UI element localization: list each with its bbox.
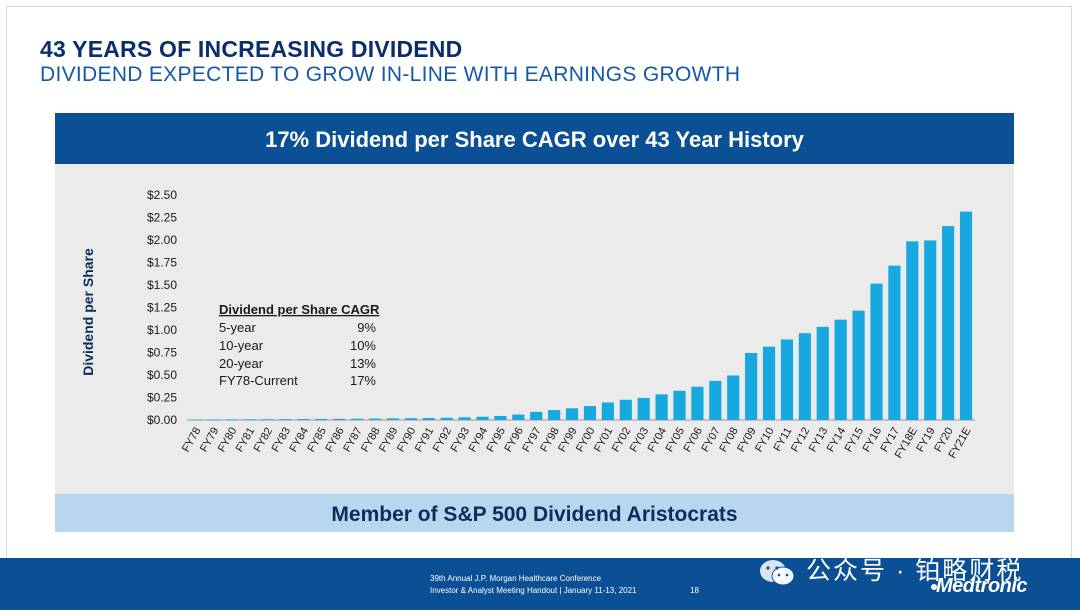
- y-axis-title: Dividend per Share: [80, 248, 96, 376]
- bar-fy83: [279, 419, 292, 420]
- y-tick-label: $1.50: [147, 278, 177, 292]
- bar-fy16: [870, 283, 883, 420]
- bar-fy15: [852, 310, 865, 420]
- y-tick-label: $0.00: [147, 413, 177, 427]
- cagr-row-label: 5-year: [219, 320, 257, 335]
- cagr-table-header: Dividend per Share CAGR: [219, 302, 380, 317]
- bar-fy81: [243, 419, 256, 421]
- bar-fy97: [530, 411, 543, 420]
- bar-fy08: [727, 375, 740, 420]
- cagr-row-value: 10%: [350, 338, 376, 353]
- y-tick-label: $0.75: [147, 346, 177, 360]
- bar-fy99: [565, 408, 579, 420]
- slide-title: 43 YEARS OF INCREASING DIVIDEND: [40, 36, 463, 62]
- cagr-row-value: 13%: [350, 356, 376, 371]
- cagr-row-label: FY78-Current: [219, 373, 298, 388]
- bar-fy10: [762, 346, 776, 420]
- cagr-table: Dividend per Share CAGR 5-year 9% 10-yea…: [219, 302, 380, 388]
- bar-fy12: [798, 333, 811, 420]
- cagr-row-label: 10-year: [219, 338, 264, 353]
- bar-fy98: [548, 410, 561, 420]
- bar-fy92: [440, 417, 453, 420]
- footer-bar: [0, 558, 1080, 610]
- wechat-icon: [760, 560, 795, 586]
- bar-fy80: [225, 419, 238, 421]
- cagr-row-value: 9%: [357, 320, 376, 335]
- y-tick-label: $0.50: [147, 368, 177, 382]
- footer-conference: 39th Annual J.P. Morgan Healthcare Confe…: [430, 574, 602, 583]
- y-tick-label: $0.25: [147, 391, 177, 405]
- bar-fy95: [494, 415, 507, 420]
- y-tick-label: $2.50: [147, 188, 177, 202]
- slide-subtitle: DIVIDEND EXPECTED TO GROW IN-LINE WITH E…: [40, 63, 741, 86]
- page-number: 18: [690, 586, 699, 595]
- medtronic-logo-mark-icon: [931, 584, 937, 590]
- x-tick-label: FY10: [753, 426, 777, 455]
- bar-fy89: [386, 418, 400, 420]
- bar-fy17: [888, 265, 901, 420]
- dividend-bar-chart: $0.00 $0.25 $0.50 $0.75 $1.00 $1.25 $1.50 $1.75…: [80, 188, 975, 461]
- bar-fy88: [368, 418, 382, 420]
- bar-fy04: [655, 394, 668, 420]
- bar-fy79: [207, 419, 220, 421]
- bar-fy01: [601, 402, 614, 420]
- footer-handout: Investor & Analyst Meeting Handout | Jan…: [430, 586, 637, 595]
- bar-fy91: [422, 418, 435, 420]
- medtronic-logo: Medtronic: [936, 575, 1028, 597]
- bar-fy85: [315, 418, 328, 420]
- bar-fy18e: [906, 241, 919, 420]
- bar-fy05: [673, 390, 686, 420]
- bar-fy00: [583, 406, 597, 420]
- bar-fy82: [261, 419, 274, 420]
- bar-fy20: [942, 226, 955, 420]
- y-tick-label: $2.25: [147, 211, 177, 225]
- bar-fy11: [780, 339, 794, 420]
- cagr-row-label: 20-year: [219, 356, 264, 371]
- bar-fy93: [458, 417, 471, 420]
- bar-fy09: [745, 352, 758, 420]
- chart-banner: 17% Dividend per Share CAGR over 43 Year…: [55, 113, 1014, 164]
- bar-fy86: [333, 418, 346, 420]
- bar-fy02: [619, 399, 632, 420]
- bar-fy07: [709, 380, 722, 420]
- bar-fy06: [691, 386, 704, 420]
- cagr-row-value: 17%: [350, 373, 376, 388]
- bar-fy13: [816, 326, 829, 420]
- bar-fy87: [351, 418, 364, 420]
- watermark-text: 公众号 · 铂略财税: [806, 557, 1024, 585]
- y-tick-label: $1.25: [147, 301, 177, 315]
- bar-fy14: [834, 319, 847, 420]
- bar-fy96: [512, 414, 525, 420]
- bar-fy78: [189, 419, 203, 421]
- bar-fy94: [476, 416, 489, 420]
- bar-fy19: [924, 240, 937, 420]
- y-tick-label: $1.75: [147, 256, 177, 270]
- bar-fy90: [404, 418, 417, 420]
- aristocrats-banner: Member of S&P 500 Dividend Aristocrats: [55, 494, 1014, 532]
- y-tick-label: $1.00: [147, 323, 177, 337]
- bar-fy21e: [959, 211, 973, 420]
- y-tick-label: $2.00: [147, 233, 177, 247]
- bar-fy03: [637, 397, 650, 420]
- bar-fy84: [297, 419, 310, 420]
